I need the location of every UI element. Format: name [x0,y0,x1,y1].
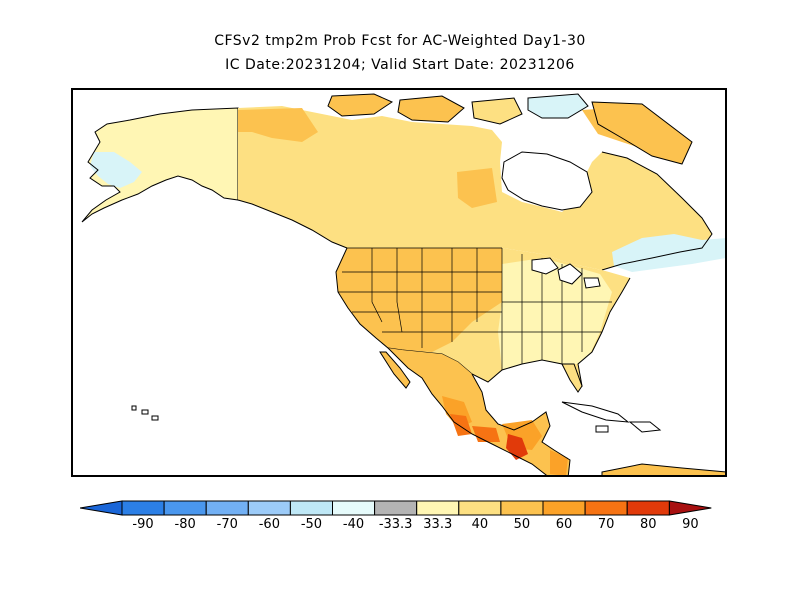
baffin-island [591,101,693,165]
canada-cool-patch [612,234,725,272]
colorbar-tick-label: -33.3 [378,517,413,532]
hawaii-islands [131,405,159,421]
arctic-island-3 [471,97,523,125]
hawaii-island-shapes [131,405,159,421]
colorbar-swatch [121,500,165,516]
alaska-land-below [90,152,142,188]
canada-coast [237,151,713,271]
baja-california [379,351,411,389]
canada-region [237,106,725,272]
colorbar-swatch [289,500,333,516]
colorbar-swatch [374,500,418,516]
colorbar-tick-label: -60 [258,517,280,532]
colorbar-swatch [584,500,628,516]
colorbar-tick-label: -80 [174,517,196,532]
colorbar-swatch [416,500,460,516]
hispaniola [628,421,662,433]
colorbar-swatch [163,500,207,516]
map-panel [71,88,727,477]
cuba [561,401,630,423]
mexico-very-hot-patches [450,414,500,442]
colorbar-swatch [247,500,291,516]
jamaica [595,425,609,433]
usa-west-orange [336,248,502,352]
colorbar-left-arrow [80,500,123,516]
great-lakes [531,257,601,289]
usa-east-pale [498,258,612,370]
colorbar-tick-label: -40 [342,517,365,532]
colorbar-tick-label: 50 [513,517,531,532]
colorbar-right-arrow [668,500,712,516]
hudson-bay [501,151,593,211]
arctic-island-1 [327,93,394,117]
usa-coast [335,247,631,387]
colorbar-swatch [458,500,502,516]
south-america-fragment [601,463,725,475]
alaska-region [81,107,239,223]
colorbar-tick-label: -70 [216,517,238,532]
state-borders [338,247,612,370]
colorbar-tick-label: -50 [300,517,323,532]
colorbar-swatch [205,500,249,516]
mexico-hot-patches [442,396,568,475]
arctic-islands [327,93,693,165]
colorbar-swatch [500,500,544,516]
colorbar-swatch [332,500,376,516]
colorbar-tick-label: 40 [471,517,489,532]
colorbar-tick-label: 60 [555,517,573,532]
mexico-coast [387,347,571,475]
colorbar-tick-label: 33.3 [423,517,453,532]
caribbean-region [561,363,725,475]
chart-title-line2: IC Date:20231204; Valid Start Date: 2023… [225,57,575,73]
colorbar-tick-label: 90 [682,517,699,532]
north-america-map [81,93,725,475]
arctic-island-2 [397,95,465,123]
greenland-fragment [527,93,589,119]
colorbar-swatch [542,500,586,516]
colorbar-tick-label: 70 [597,517,615,532]
usa-region [335,247,631,387]
colorbar-tick-label: 80 [639,517,657,532]
alaska-land-above [82,108,238,222]
colorbar-swatch [626,500,670,516]
probability-colorbar [80,500,712,516]
colorbar-tick-label: -90 [132,517,154,532]
florida [561,363,583,393]
chart-title-line1: CFSv2 tmp2m Prob Fcst for AC-Weighted Da… [214,33,586,49]
mexico-region [379,347,571,475]
alaska-coast [81,107,239,223]
